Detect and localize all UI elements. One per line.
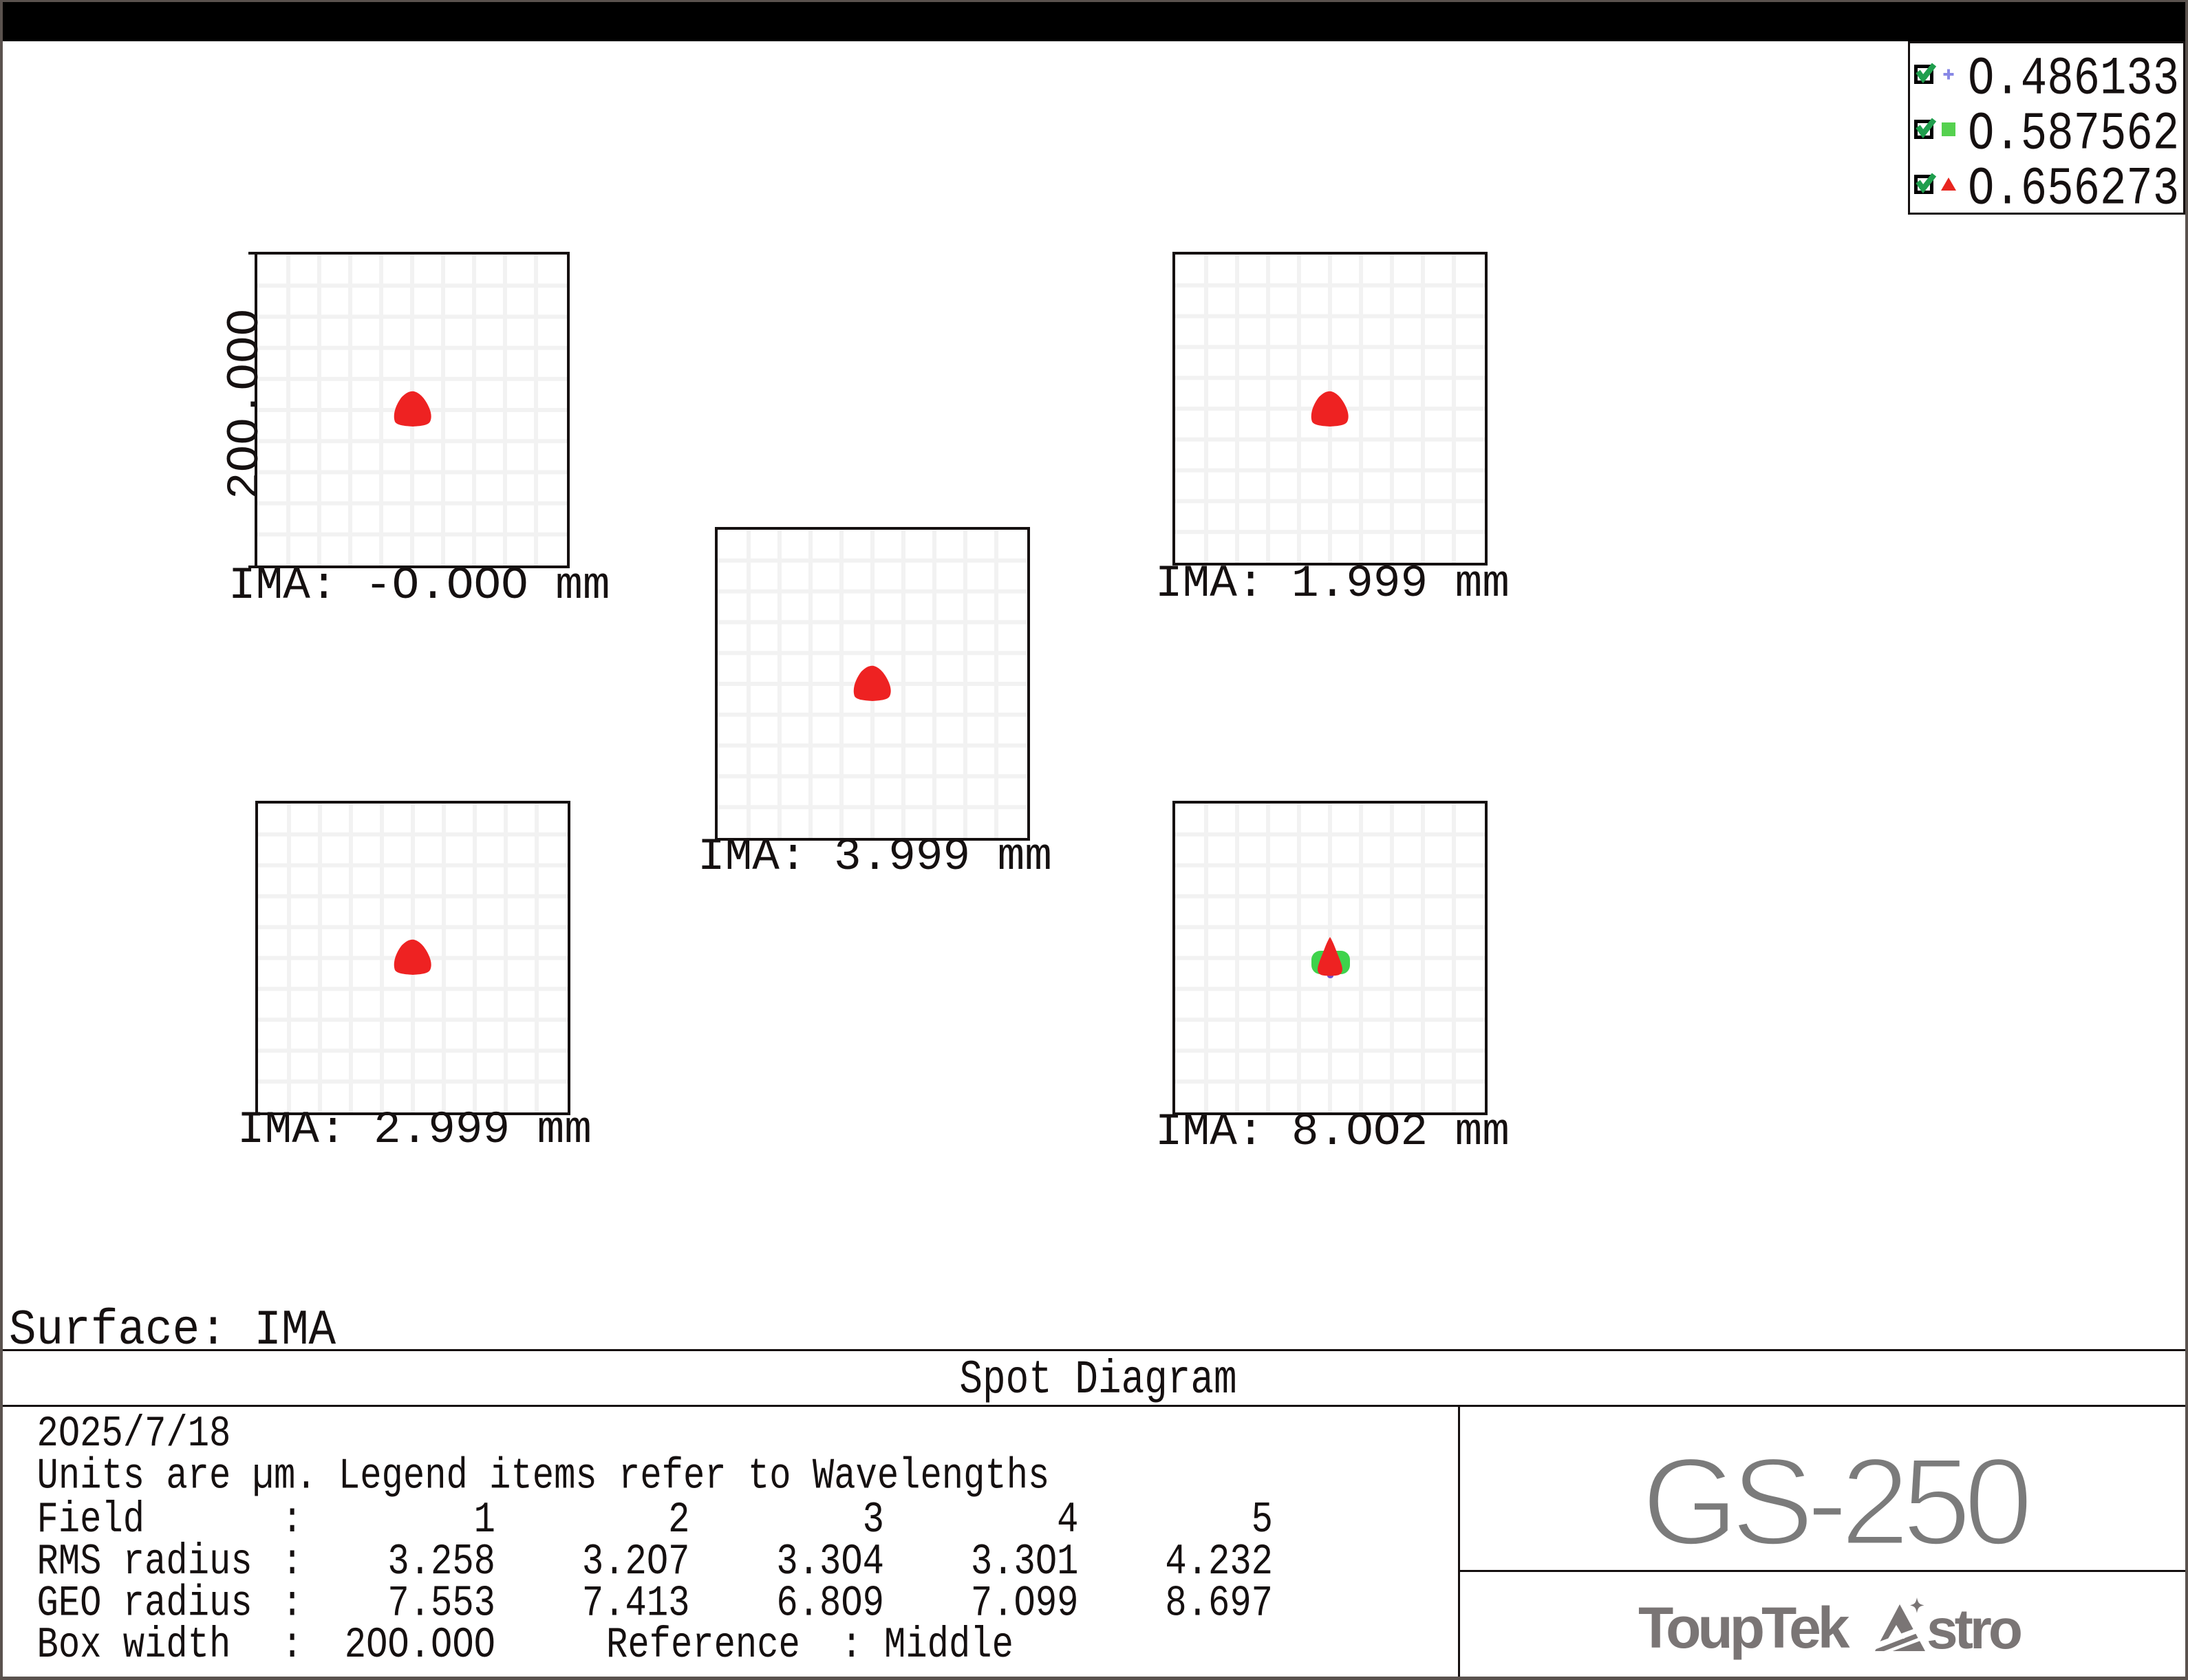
svg-text::: : (281, 1580, 303, 1628)
svg-text:Box width: Box width (37, 1622, 231, 1670)
svg-text:Field: Field (37, 1496, 145, 1545)
svg-text:Middle: Middle (884, 1622, 1013, 1670)
svg-text:1: 1 (474, 1496, 495, 1545)
svg-text:IMA: 1.999 mm: IMA: 1.999 mm (1155, 558, 1510, 610)
svg-text:3.3O1: 3.3O1 (971, 1538, 1079, 1587)
svg-text::: : (281, 1622, 303, 1670)
svg-text:IMA: 2.999 mm: IMA: 2.999 mm (237, 1104, 592, 1156)
svg-text::: : (281, 1496, 303, 1545)
svg-text:7.553: 7.553 (387, 1580, 495, 1628)
svg-text::: : (281, 1538, 303, 1587)
svg-text:3.2O7: 3.2O7 (582, 1538, 690, 1587)
svg-text:6.8O9: 6.8O9 (776, 1580, 884, 1628)
svg-text:4.232: 4.232 (1165, 1538, 1273, 1587)
svg-text:Units are µm. Legend items ref: Units are µm. Legend items refer to Wave… (37, 1452, 1050, 1501)
svg-text:IMA: -O.OOO mm: IMA: -O.OOO mm (228, 560, 610, 612)
svg-text:8.697: 8.697 (1165, 1580, 1273, 1628)
svg-text:Reference: Reference (606, 1622, 800, 1670)
svg-text:3: 3 (863, 1496, 884, 1545)
svg-text:7.413: 7.413 (582, 1580, 690, 1628)
svg-text:O.486133: O.486133 (1968, 50, 2179, 109)
svg-text::: : (841, 1622, 862, 1670)
svg-text:2OO.OOO: 2OO.OOO (345, 1622, 495, 1670)
svg-text:2O25/7/18: 2O25/7/18 (37, 1410, 231, 1459)
svg-text:O.587562: O.587562 (1968, 105, 2179, 164)
svg-text:O.656273: O.656273 (1968, 160, 2179, 219)
svg-text:2: 2 (668, 1496, 689, 1545)
svg-text:4: 4 (1057, 1496, 1078, 1545)
svg-text:ToupTek: ToupTek (1638, 1595, 1850, 1660)
svg-text:GS-250: GS-250 (1642, 1432, 2028, 1571)
svg-text:2OO.OOO: 2OO.OOO (219, 309, 271, 499)
svg-text:RMS radius: RMS radius (37, 1538, 253, 1587)
svg-text:Spot Diagram: Spot Diagram (959, 1353, 1236, 1407)
svg-text:7.O99: 7.O99 (971, 1580, 1079, 1628)
svg-text:IMA: 3.999 mm: IMA: 3.999 mm (698, 831, 1052, 883)
svg-text:5: 5 (1252, 1496, 1273, 1545)
svg-text:GEO radius: GEO radius (37, 1580, 253, 1628)
svg-text:3.3O4: 3.3O4 (776, 1538, 884, 1587)
svg-text:IMA: 8.OO2 mm: IMA: 8.OO2 mm (1155, 1106, 1510, 1158)
svg-text:3.258: 3.258 (387, 1538, 495, 1587)
svg-text:stro: stro (1927, 1598, 2021, 1661)
